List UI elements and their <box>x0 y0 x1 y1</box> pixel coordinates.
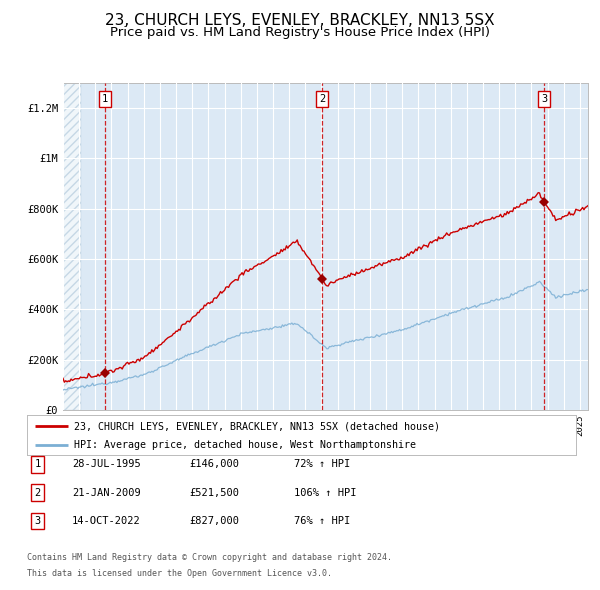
Text: 14-OCT-2022: 14-OCT-2022 <box>72 516 141 526</box>
Text: 76% ↑ HPI: 76% ↑ HPI <box>294 516 350 526</box>
Text: 72% ↑ HPI: 72% ↑ HPI <box>294 460 350 469</box>
Text: HPI: Average price, detached house, West Northamptonshire: HPI: Average price, detached house, West… <box>74 440 416 450</box>
Text: £146,000: £146,000 <box>189 460 239 469</box>
Text: 21-JAN-2009: 21-JAN-2009 <box>72 488 141 497</box>
Text: 1: 1 <box>101 94 108 104</box>
Text: Price paid vs. HM Land Registry's House Price Index (HPI): Price paid vs. HM Land Registry's House … <box>110 26 490 39</box>
Text: 1: 1 <box>35 460 41 469</box>
Text: £521,500: £521,500 <box>189 488 239 497</box>
Text: 3: 3 <box>541 94 547 104</box>
Text: Contains HM Land Registry data © Crown copyright and database right 2024.: Contains HM Land Registry data © Crown c… <box>27 553 392 562</box>
Text: £827,000: £827,000 <box>189 516 239 526</box>
Text: 3: 3 <box>35 516 41 526</box>
Text: 28-JUL-1995: 28-JUL-1995 <box>72 460 141 469</box>
Text: 106% ↑ HPI: 106% ↑ HPI <box>294 488 356 497</box>
Text: 2: 2 <box>35 488 41 497</box>
Bar <box>63 83 81 410</box>
Text: 23, CHURCH LEYS, EVENLEY, BRACKLEY, NN13 5SX: 23, CHURCH LEYS, EVENLEY, BRACKLEY, NN13… <box>105 13 495 28</box>
Text: 2: 2 <box>319 94 325 104</box>
Text: 23, CHURCH LEYS, EVENLEY, BRACKLEY, NN13 5SX (detached house): 23, CHURCH LEYS, EVENLEY, BRACKLEY, NN13… <box>74 421 440 431</box>
Text: This data is licensed under the Open Government Licence v3.0.: This data is licensed under the Open Gov… <box>27 569 332 578</box>
